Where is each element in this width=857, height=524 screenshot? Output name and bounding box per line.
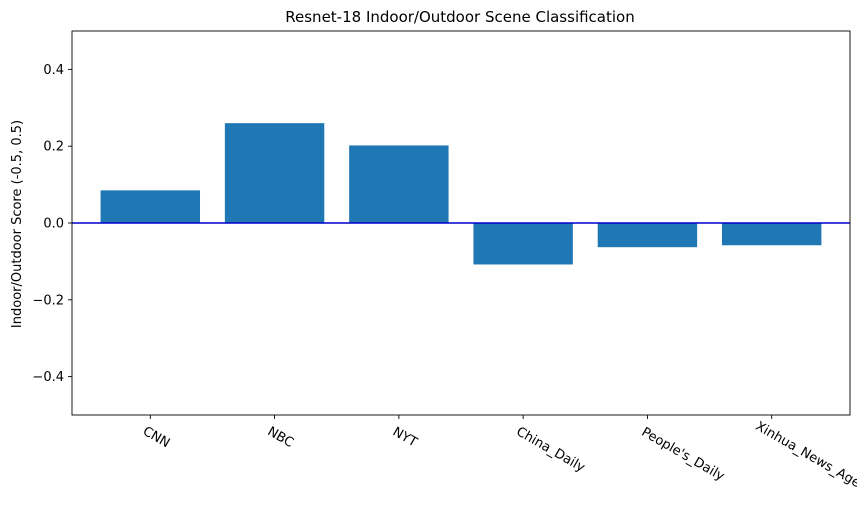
bar-nyt xyxy=(349,145,449,223)
x-tick-label: NBC xyxy=(265,424,296,451)
bar-cnn xyxy=(100,190,201,223)
bar-people-s-daily xyxy=(597,223,698,248)
y-tick-label: 0.2 xyxy=(43,140,64,155)
y-axis-label: Indoor/Outdoor Score (-0.5, 0.5) xyxy=(10,120,25,328)
x-tick-label: China_Daily xyxy=(514,424,588,475)
bar-china-daily xyxy=(473,223,573,265)
y-tick-label: −0.2 xyxy=(32,293,64,308)
chart-title: Resnet-18 Indoor/Outdoor Scene Classific… xyxy=(285,8,634,26)
bar-xinhua-news-agency xyxy=(721,223,822,246)
x-tick-label: People's_Daily xyxy=(639,425,727,485)
x-tick-label: NYT xyxy=(390,425,420,451)
bar-nbc xyxy=(224,123,325,223)
y-tick-label: −0.4 xyxy=(32,370,64,385)
plot-area: −0.4 −0.2 0.0 0.2 0.4 CNN NBC NYT China_Daily Peo… xyxy=(32,30,857,503)
y-tick-label: 0.0 xyxy=(43,217,64,232)
x-tick-label: CNN xyxy=(140,424,172,451)
x-tick-label: Xinhua_News_Agency xyxy=(753,419,857,503)
y-tick-label: 0.4 xyxy=(43,63,64,78)
